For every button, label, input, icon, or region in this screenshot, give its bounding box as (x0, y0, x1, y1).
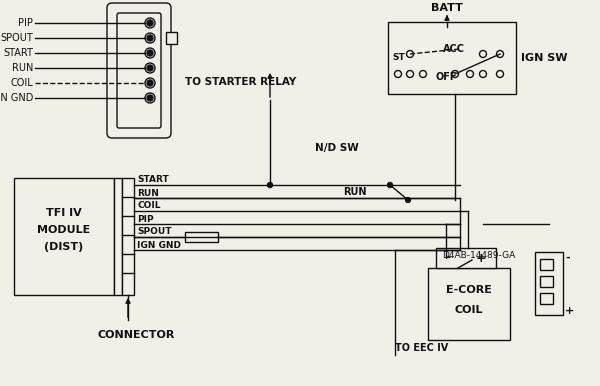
Text: IGN GND: IGN GND (137, 240, 181, 249)
FancyBboxPatch shape (107, 3, 171, 138)
Circle shape (147, 20, 153, 26)
Text: IGN GND: IGN GND (0, 93, 33, 103)
Bar (540, 293, 553, 304)
Circle shape (147, 65, 153, 71)
Bar (388, 22, 516, 94)
Text: N/D SW: N/D SW (315, 143, 359, 153)
Text: MODULE: MODULE (37, 225, 91, 235)
Text: COIL: COIL (455, 305, 483, 315)
Text: TFI IV: TFI IV (46, 208, 82, 218)
Text: -: - (445, 252, 451, 264)
Bar (114, 178, 122, 295)
Circle shape (388, 183, 392, 188)
Text: TO STARTER RELAY: TO STARTER RELAY (185, 77, 296, 87)
Text: OFF: OFF (436, 72, 458, 82)
Circle shape (268, 183, 272, 188)
Text: COIL: COIL (137, 201, 161, 210)
Text: CONNECTOR: CONNECTOR (98, 330, 175, 340)
Text: RUN: RUN (11, 63, 33, 73)
Text: D4AB-14489-GA: D4AB-14489-GA (442, 251, 515, 259)
Bar (122, 178, 134, 295)
Circle shape (147, 80, 153, 86)
Bar (540, 259, 553, 270)
Text: E-CORE: E-CORE (446, 285, 492, 295)
Bar (540, 276, 553, 287)
Text: (DIST): (DIST) (44, 242, 83, 252)
Circle shape (147, 50, 153, 56)
Text: ACC: ACC (443, 44, 465, 54)
Bar (535, 252, 563, 315)
Circle shape (406, 198, 410, 203)
Bar (14, 178, 114, 295)
Bar (428, 268, 510, 340)
Text: SPOUT: SPOUT (137, 227, 172, 237)
Text: START: START (3, 48, 33, 58)
Text: START: START (137, 176, 169, 185)
Text: COIL: COIL (10, 78, 33, 88)
Text: PIP: PIP (137, 215, 154, 223)
Circle shape (147, 35, 153, 41)
Text: RUN: RUN (137, 188, 159, 198)
Bar (436, 248, 496, 268)
Bar (166, 32, 177, 44)
Text: TO EEC IV: TO EEC IV (395, 343, 448, 353)
Text: PIP: PIP (18, 18, 33, 28)
Text: IGN SW: IGN SW (521, 53, 568, 63)
Bar (185, 232, 218, 242)
Text: BATT: BATT (431, 3, 463, 13)
Circle shape (147, 95, 153, 101)
Text: +: + (476, 252, 487, 264)
Text: RUN: RUN (343, 187, 367, 197)
Text: ST: ST (392, 52, 405, 61)
Text: SPOUT: SPOUT (0, 33, 33, 43)
Text: -: - (565, 253, 569, 263)
Text: +: + (565, 306, 574, 316)
